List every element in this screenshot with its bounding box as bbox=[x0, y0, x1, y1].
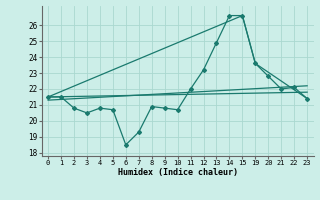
X-axis label: Humidex (Indice chaleur): Humidex (Indice chaleur) bbox=[118, 168, 237, 177]
